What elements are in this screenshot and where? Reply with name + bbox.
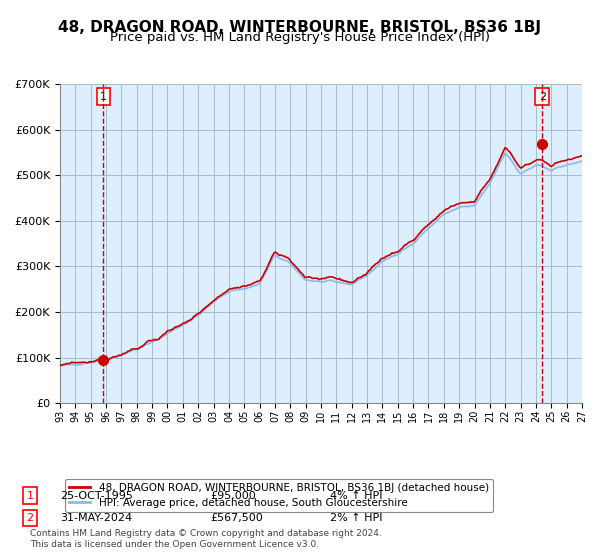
Text: 48, DRAGON ROAD, WINTERBOURNE, BRISTOL, BS36 1BJ: 48, DRAGON ROAD, WINTERBOURNE, BRISTOL, …: [59, 20, 542, 35]
Text: 4% ↑ HPI: 4% ↑ HPI: [330, 491, 383, 501]
Text: 2: 2: [539, 92, 546, 102]
Text: 1: 1: [26, 491, 34, 501]
Text: 2: 2: [26, 513, 34, 523]
Text: 31-MAY-2024: 31-MAY-2024: [60, 513, 132, 523]
Text: 2% ↑ HPI: 2% ↑ HPI: [330, 513, 383, 523]
Text: Price paid vs. HM Land Registry's House Price Index (HPI): Price paid vs. HM Land Registry's House …: [110, 31, 490, 44]
Text: £95,000: £95,000: [210, 491, 256, 501]
Text: 1: 1: [100, 92, 107, 102]
Legend: 48, DRAGON ROAD, WINTERBOURNE, BRISTOL, BS36 1BJ (detached house), HPI: Average : 48, DRAGON ROAD, WINTERBOURNE, BRISTOL, …: [65, 479, 493, 512]
Text: 25-OCT-1995: 25-OCT-1995: [60, 491, 133, 501]
Text: £567,500: £567,500: [210, 513, 263, 523]
Text: Contains HM Land Registry data © Crown copyright and database right 2024.
This d: Contains HM Land Registry data © Crown c…: [30, 529, 382, 549]
